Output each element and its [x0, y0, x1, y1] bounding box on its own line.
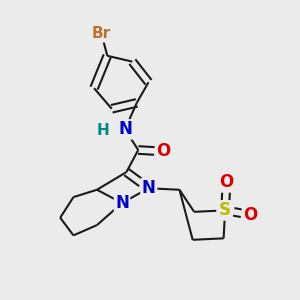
- Text: Br: Br: [92, 26, 111, 41]
- Text: S: S: [219, 201, 231, 219]
- Text: O: O: [156, 142, 170, 160]
- Text: O: O: [219, 173, 234, 191]
- Text: N: N: [115, 194, 129, 212]
- Text: O: O: [243, 206, 257, 224]
- Text: H: H: [97, 123, 109, 138]
- Text: H: H: [97, 123, 109, 138]
- Text: N: N: [118, 120, 132, 138]
- Text: N: N: [142, 179, 155, 197]
